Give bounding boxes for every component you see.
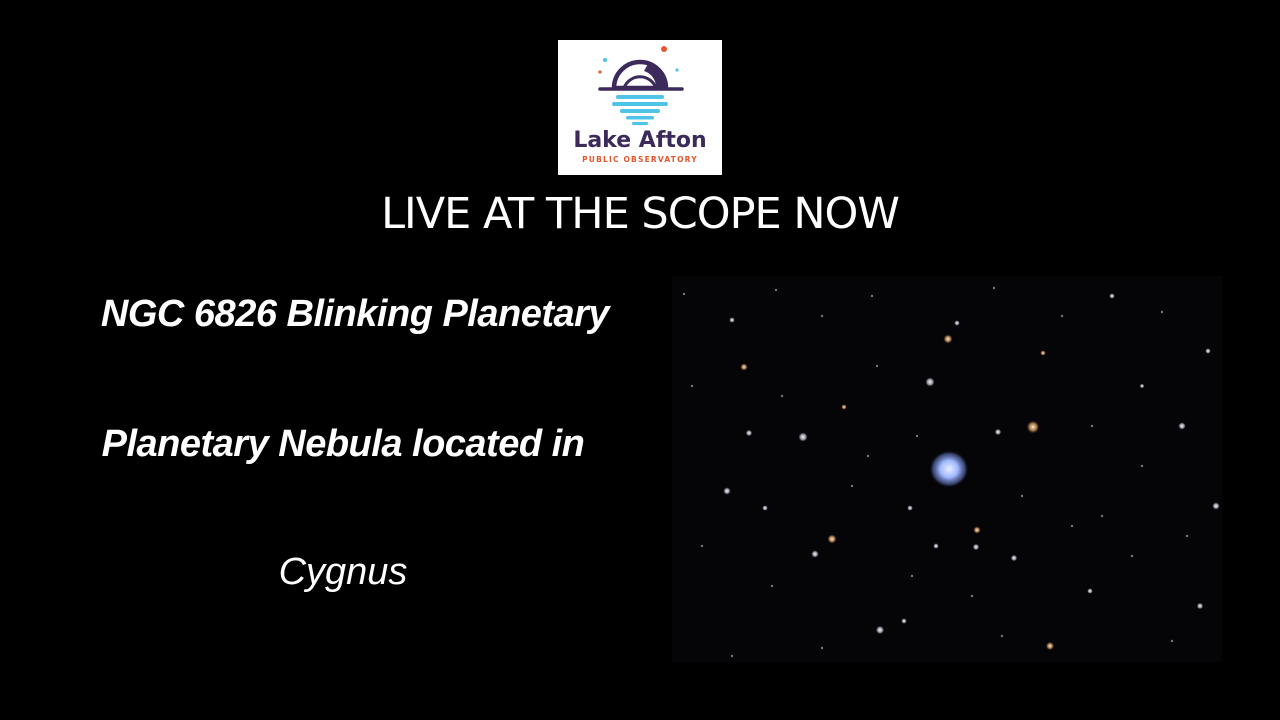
star-field-photo-icon — [672, 276, 1222, 662]
logo-name: Lake Afton — [573, 128, 707, 153]
object-name: NGC 6826 Blinking Planetary — [100, 293, 610, 335]
observatory-logo: Lake Afton PUBLIC OBSERVATORY — [558, 40, 722, 175]
logo-subtitle: PUBLIC OBSERVATORY — [582, 155, 698, 164]
object-constellation: Cygnus — [278, 551, 408, 593]
headline: LIVE AT THE SCOPE NOW — [381, 189, 900, 239]
star-field-image — [672, 276, 1222, 662]
object-type: Planetary Nebula located in — [101, 423, 585, 465]
observatory-dome-icon — [598, 46, 684, 125]
